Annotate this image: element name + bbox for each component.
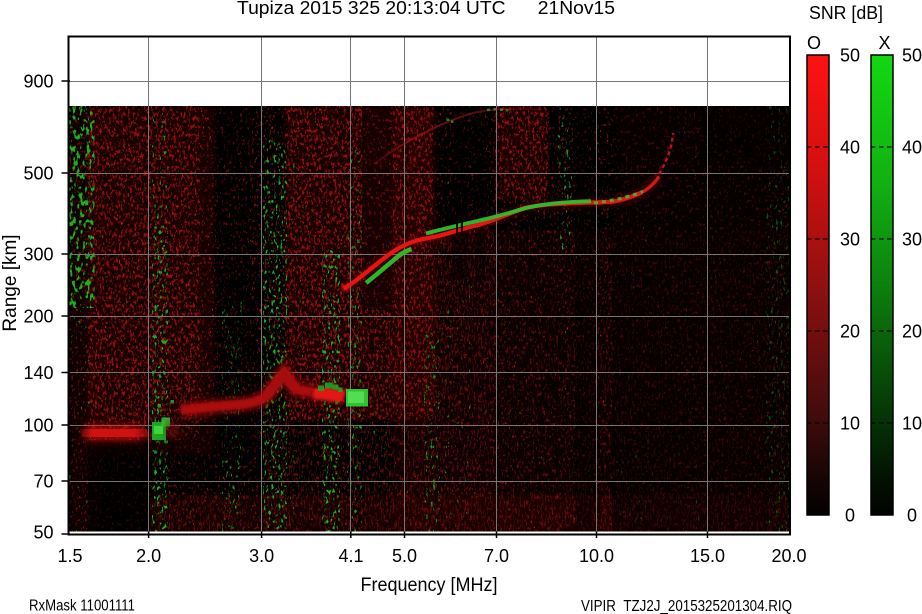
svg-text:Tupiza 2015 325 20:13:04 UTC: Tupiza 2015 325 20:13:04 UTC 21Nov15 bbox=[237, 0, 615, 18]
svg-text:300: 300 bbox=[23, 245, 53, 265]
svg-text:200: 200 bbox=[23, 307, 53, 327]
svg-text:20: 20 bbox=[840, 322, 860, 342]
svg-text:O: O bbox=[807, 33, 821, 53]
svg-text:Frequency [MHz]: Frequency [MHz] bbox=[361, 575, 498, 596]
svg-text:50: 50 bbox=[840, 46, 860, 66]
svg-text:3.0: 3.0 bbox=[249, 546, 274, 566]
svg-text:5.0: 5.0 bbox=[392, 546, 417, 566]
svg-text:Range [km]: Range [km] bbox=[0, 234, 21, 331]
svg-text:VIPIR TZJ2J_2015325201304.RIQ: VIPIR TZJ2J_2015325201304.RIQ bbox=[581, 598, 792, 614]
svg-text:30: 30 bbox=[902, 230, 922, 250]
svg-text:900: 900 bbox=[23, 72, 53, 92]
svg-text:50: 50 bbox=[33, 523, 53, 543]
svg-text:RxMask 11001111: RxMask 11001111 bbox=[29, 598, 135, 614]
svg-text:10: 10 bbox=[840, 414, 860, 434]
svg-text:100: 100 bbox=[23, 416, 53, 436]
svg-text:140: 140 bbox=[23, 363, 53, 383]
svg-text:40: 40 bbox=[902, 138, 922, 158]
svg-text:40: 40 bbox=[840, 138, 860, 158]
svg-text:70: 70 bbox=[33, 472, 53, 492]
svg-text:SNR [dB]: SNR [dB] bbox=[809, 3, 883, 23]
svg-text:500: 500 bbox=[23, 164, 53, 184]
svg-text:2.0: 2.0 bbox=[136, 546, 161, 566]
svg-text:10.0: 10.0 bbox=[579, 546, 614, 566]
svg-text:0: 0 bbox=[907, 506, 917, 526]
svg-text:1.5: 1.5 bbox=[57, 546, 82, 566]
svg-text:7.0: 7.0 bbox=[484, 546, 509, 566]
svg-text:0: 0 bbox=[845, 506, 855, 526]
svg-text:30: 30 bbox=[840, 230, 860, 250]
svg-text:10: 10 bbox=[902, 414, 922, 434]
svg-text:20.0: 20.0 bbox=[771, 546, 806, 566]
svg-text:20: 20 bbox=[902, 322, 922, 342]
svg-text:50: 50 bbox=[902, 46, 922, 66]
svg-text:4.1: 4.1 bbox=[338, 546, 363, 566]
svg-text:15.0: 15.0 bbox=[690, 546, 725, 566]
svg-text:X: X bbox=[878, 33, 890, 53]
